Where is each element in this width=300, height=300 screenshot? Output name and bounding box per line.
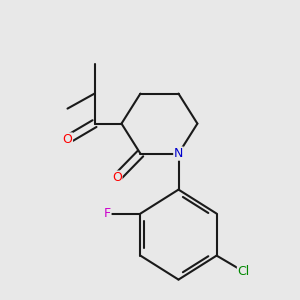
Text: N: N [174, 147, 183, 160]
Text: Cl: Cl [238, 265, 250, 278]
Text: O: O [112, 171, 122, 184]
Text: O: O [63, 133, 72, 146]
Text: F: F [104, 207, 111, 220]
